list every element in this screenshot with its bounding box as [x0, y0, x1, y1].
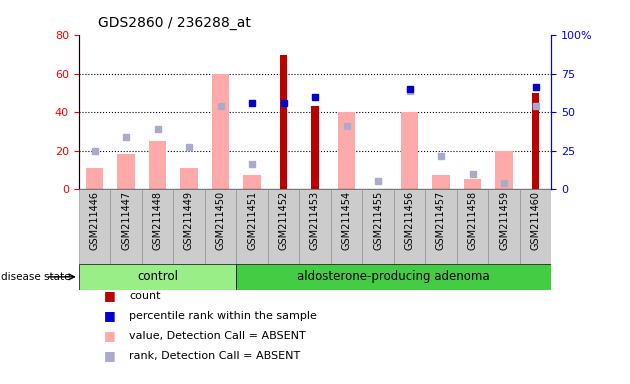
Bar — [79, 264, 236, 290]
Bar — [425, 189, 457, 264]
Text: GSM211452: GSM211452 — [278, 191, 289, 250]
Bar — [110, 189, 142, 264]
Bar — [142, 189, 173, 264]
Text: GSM211453: GSM211453 — [310, 191, 320, 250]
Text: GDS2860 / 236288_at: GDS2860 / 236288_at — [98, 16, 251, 30]
Text: GSM211458: GSM211458 — [467, 191, 478, 250]
Text: ■: ■ — [104, 289, 116, 302]
Text: ■: ■ — [104, 349, 116, 362]
Bar — [86, 168, 103, 189]
Text: GSM211456: GSM211456 — [404, 191, 415, 250]
Bar — [488, 189, 520, 264]
Bar — [362, 189, 394, 264]
Bar — [394, 189, 425, 264]
Bar — [180, 168, 198, 189]
Bar — [457, 189, 488, 264]
Bar — [149, 141, 166, 189]
Bar — [117, 154, 135, 189]
Text: GSM211457: GSM211457 — [436, 191, 446, 250]
Bar — [236, 264, 551, 290]
Bar — [401, 112, 418, 189]
Text: GSM211460: GSM211460 — [530, 191, 541, 250]
Bar — [280, 55, 287, 189]
Bar — [236, 189, 268, 264]
Text: GSM211448: GSM211448 — [152, 191, 163, 250]
Text: GSM211450: GSM211450 — [215, 191, 226, 250]
Text: GSM211449: GSM211449 — [184, 191, 194, 250]
Bar — [532, 93, 539, 189]
Text: value, Detection Call = ABSENT: value, Detection Call = ABSENT — [129, 331, 306, 341]
Bar — [331, 189, 362, 264]
Text: GSM211447: GSM211447 — [121, 191, 131, 250]
Bar — [432, 175, 450, 189]
Bar — [212, 74, 229, 189]
Bar — [205, 189, 236, 264]
Text: control: control — [137, 270, 178, 283]
Text: disease state: disease state — [1, 272, 71, 282]
Text: GSM211451: GSM211451 — [247, 191, 257, 250]
Text: GSM211446: GSM211446 — [89, 191, 100, 250]
Text: count: count — [129, 291, 161, 301]
Bar — [520, 189, 551, 264]
Text: rank, Detection Call = ABSENT: rank, Detection Call = ABSENT — [129, 351, 301, 361]
Bar — [464, 179, 481, 189]
Text: GSM211454: GSM211454 — [341, 191, 352, 250]
Bar — [268, 189, 299, 264]
Bar — [495, 151, 513, 189]
Text: ■: ■ — [104, 309, 116, 322]
Text: ■: ■ — [104, 329, 116, 342]
Bar — [243, 175, 261, 189]
Text: GSM211459: GSM211459 — [499, 191, 509, 250]
Bar — [79, 189, 110, 264]
Bar — [338, 112, 355, 189]
Text: GSM211455: GSM211455 — [373, 191, 383, 250]
Text: percentile rank within the sample: percentile rank within the sample — [129, 311, 317, 321]
Bar — [311, 106, 319, 189]
Bar — [299, 189, 331, 264]
Bar — [173, 189, 205, 264]
Text: aldosterone-producing adenoma: aldosterone-producing adenoma — [297, 270, 490, 283]
